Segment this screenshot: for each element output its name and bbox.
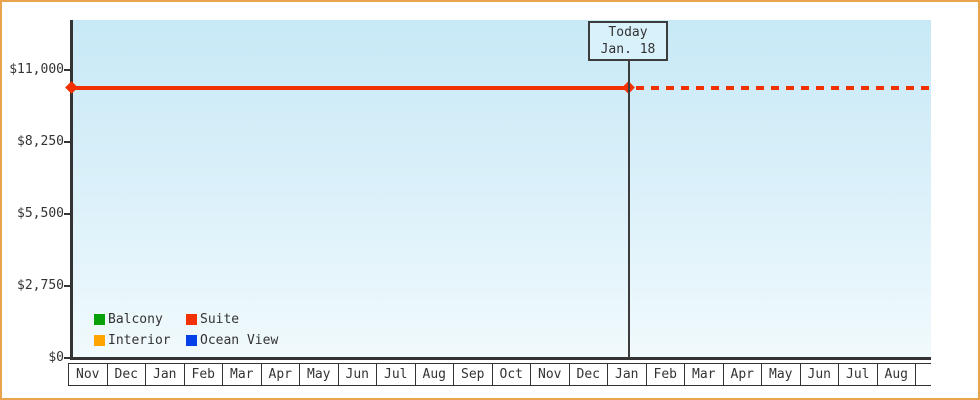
y-axis-tick-label: $0 [48,350,64,365]
y-axis-tick [64,285,70,287]
legend-item-ocean-view: Ocean View [186,334,278,347]
y-axis-tick-label: $5,500 [17,206,64,221]
balcony-swatch [94,314,105,325]
legend-label: Ocean View [200,333,279,348]
x-axis-month-cell: Dec [570,364,608,385]
x-axis-strip: Nov Dec Jan Feb Mar Apr May Jun Jul Aug Sep Oct Nov D… [68,363,931,386]
legend-item-balcony: Balcony [94,313,186,326]
suite-swatch [186,314,197,325]
suite-price-line-projected [636,86,931,90]
x-axis-month-cell: Feb [647,364,685,385]
x-axis-month-cell: Apr [262,364,300,385]
interior-swatch [94,335,105,346]
legend-label: Suite [200,312,240,327]
x-axis-month-cell: Feb [185,364,223,385]
today-label-box: Today Jan. 18 [588,21,668,61]
y-axis-line [70,20,73,360]
x-axis-month-cell: Jun [339,364,377,385]
y-axis-tick [64,69,70,71]
legend-label: Balcony [108,312,163,327]
y-axis-tick-label: $11,000 [9,62,64,77]
y-axis-tick-label: $8,250 [17,134,64,149]
x-axis-month-cell: Aug [416,364,454,385]
x-axis-month-cell: Dec [108,364,146,385]
x-axis-empty-cell [916,364,931,385]
x-axis-month-cell: Jan [608,364,647,385]
x-axis-month-cell: Apr [724,364,762,385]
y-axis-tick [64,141,70,143]
plot-area [73,20,931,357]
x-axis-month-cell: Jul [839,364,878,385]
x-axis-month-cell: Sep [454,364,493,385]
legend-item-suite: Suite [186,313,278,326]
x-axis-month-cell: Mar [223,364,262,385]
x-axis-month-cell: Nov [69,364,108,385]
x-axis-month-cell: Aug [878,364,916,385]
today-label: Today [608,25,648,40]
ocean-view-swatch [186,335,197,346]
x-axis-month-cell: Nov [531,364,570,385]
x-axis-month-cell: Jan [146,364,185,385]
x-axis-line [70,357,931,360]
suite-price-line-solid [71,86,630,90]
x-axis-month-cell: Jul [377,364,416,385]
y-axis-tick-label: $2,750 [17,278,64,293]
x-axis-month-cell: Mar [685,364,724,385]
today-date: Jan. 18 [600,42,656,57]
x-axis-month-cell: Oct [493,364,531,385]
x-axis-month-cell: Jun [801,364,839,385]
legend-item-interior: Interior [94,334,186,347]
legend-label: Interior [108,333,171,348]
today-vertical-line [628,59,630,358]
y-axis-tick [64,213,70,215]
y-axis-tick [64,357,70,359]
x-axis-month-cell: May [762,364,801,385]
legend: Balcony Suite Interior Ocean View [94,313,278,347]
x-axis-month-cell: May [300,364,339,385]
